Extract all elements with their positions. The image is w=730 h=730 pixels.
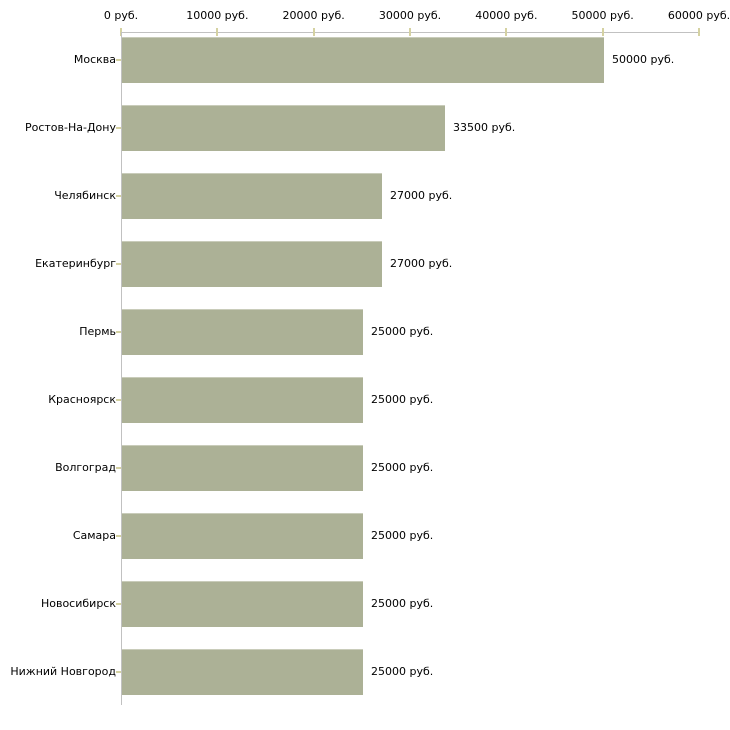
x-axis-tick-label: 30000 руб. bbox=[378, 9, 442, 22]
chart-row: Красноярск 25000 руб. bbox=[0, 373, 730, 441]
x-axis-tick-label: 50000 руб. bbox=[571, 9, 634, 22]
bar bbox=[122, 649, 363, 695]
chart-row: Москва 50000 руб. bbox=[0, 33, 730, 101]
x-axis-tick-label: 20000 руб. bbox=[282, 9, 345, 22]
y-axis-tick-mark bbox=[116, 467, 121, 469]
chart-row: Ростов-На-Дону 33500 руб. bbox=[0, 101, 730, 169]
bar bbox=[122, 445, 363, 491]
bar bbox=[122, 105, 445, 151]
category-label: Самара bbox=[72, 529, 116, 542]
chart-row: Пермь 25000 руб. bbox=[0, 305, 730, 373]
x-axis-tick-mark bbox=[601, 28, 604, 36]
chart-row: Челябинск 27000 руб. bbox=[0, 169, 730, 237]
bar bbox=[122, 581, 363, 627]
x-axis-tick-label: 10000 руб. bbox=[186, 9, 249, 22]
x-axis-tick-label: 40000 руб. bbox=[475, 9, 538, 22]
value-label: 27000 руб. bbox=[390, 189, 453, 202]
category-label: Пермь bbox=[79, 325, 116, 338]
value-label: 27000 руб. bbox=[390, 257, 453, 270]
value-label: 25000 руб. bbox=[371, 461, 434, 474]
x-axis-tick-mark bbox=[409, 28, 411, 36]
chart-row: Самара 25000 руб. bbox=[0, 509, 730, 577]
category-label: Нижний Новгород bbox=[10, 665, 116, 678]
x-axis-tick-mark bbox=[698, 28, 700, 36]
category-label: Новосибирск bbox=[40, 597, 116, 610]
y-axis-line bbox=[121, 32, 122, 705]
x-axis-tick-mark bbox=[216, 28, 219, 36]
y-axis-tick-mark bbox=[116, 127, 121, 129]
category-label: Ростов-На-Дону bbox=[24, 121, 116, 134]
y-axis-tick-mark bbox=[116, 59, 121, 61]
y-axis-tick-mark bbox=[116, 263, 121, 265]
category-label: Челябинск bbox=[54, 189, 116, 202]
value-label: 25000 руб. bbox=[371, 529, 434, 542]
y-axis-tick-mark bbox=[116, 399, 121, 401]
chart-row: Волгоград 25000 руб. bbox=[0, 441, 730, 509]
y-axis-tick-mark bbox=[116, 535, 121, 537]
value-label: 25000 руб. bbox=[371, 665, 434, 678]
value-label: 25000 руб. bbox=[371, 325, 434, 338]
bar bbox=[122, 173, 382, 219]
category-label: Красноярск bbox=[48, 393, 116, 406]
category-label: Волгоград bbox=[55, 461, 116, 474]
category-label: Москва bbox=[73, 53, 116, 66]
y-axis-tick-mark bbox=[116, 603, 121, 605]
value-label: 33500 руб. bbox=[453, 121, 516, 134]
bar-rows: Москва 50000 руб. Ростов-На-Дону 33500 руб.… bbox=[0, 33, 730, 713]
bar bbox=[122, 309, 363, 355]
category-label: Екатеринбург bbox=[35, 257, 116, 270]
bar bbox=[122, 241, 382, 287]
chart-row: Нижний Новгород 25000 руб. bbox=[0, 645, 730, 713]
x-axis-tick-mark bbox=[312, 28, 315, 36]
value-label: 50000 руб. bbox=[612, 53, 675, 66]
y-axis-tick-mark bbox=[116, 195, 121, 197]
x-axis-tick-mark bbox=[505, 28, 508, 36]
y-axis-tick-mark bbox=[116, 331, 121, 333]
chart-row: Екатеринбург 27000 руб. bbox=[0, 237, 730, 305]
bar bbox=[122, 37, 604, 83]
bar bbox=[122, 513, 363, 559]
y-axis-tick-mark bbox=[116, 671, 121, 673]
x-axis-tick-label: 60000 руб. bbox=[667, 9, 730, 22]
value-label: 25000 руб. bbox=[371, 597, 434, 610]
chart-row: Новосибирск 25000 руб. bbox=[0, 577, 730, 645]
x-axis-tick-label: 0 руб. bbox=[103, 9, 139, 22]
bar bbox=[122, 377, 363, 423]
value-label: 25000 руб. bbox=[371, 393, 434, 406]
